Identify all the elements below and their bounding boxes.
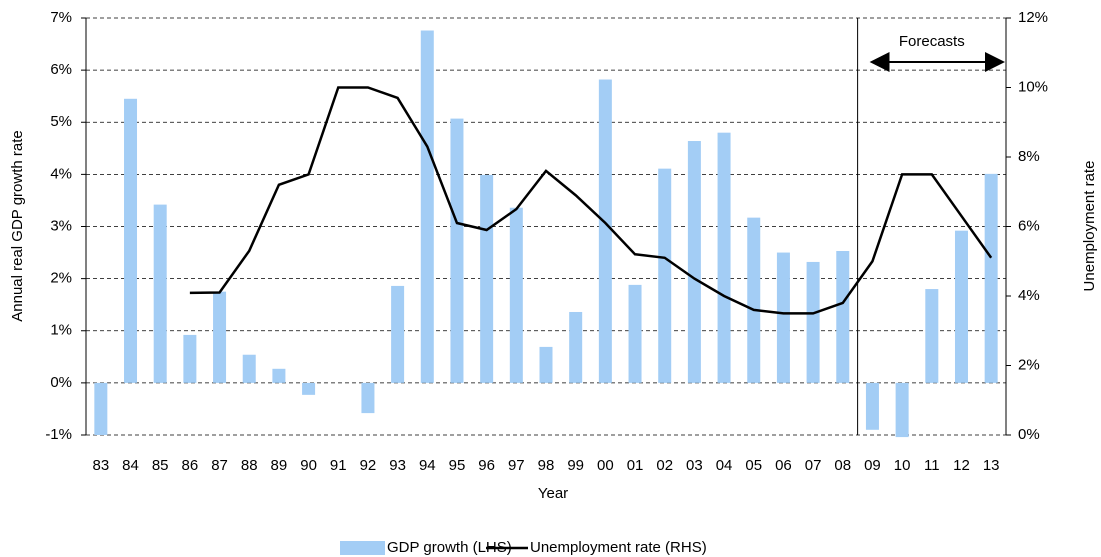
bar	[480, 174, 494, 383]
x-tick-label: 83	[92, 457, 109, 474]
x-tick-label: 06	[775, 457, 792, 474]
y-tick-label: 2%	[50, 270, 72, 287]
x-tick-label: 84	[122, 457, 139, 474]
y2-tick-label: 4%	[1018, 287, 1040, 304]
bar	[272, 368, 286, 383]
y2-tick-label: 10%	[1018, 78, 1048, 95]
y-axis-title: Annual real GDP growth rate	[9, 130, 26, 322]
x-tick-label: 04	[716, 457, 733, 474]
bar	[183, 334, 197, 383]
y-tick-label: -1%	[45, 426, 72, 443]
x-tick-label: 99	[567, 457, 584, 474]
y-tick-label: 7%	[50, 9, 72, 26]
x-tick-label: 88	[241, 457, 258, 474]
bar	[242, 354, 256, 383]
x-tick-label: 10	[894, 457, 911, 474]
forecast-label: Forecasts	[899, 33, 965, 50]
legend-label: Unemployment rate (RHS)	[530, 539, 707, 556]
x-tick-label: 91	[330, 457, 347, 474]
x-tick-label: 13	[983, 457, 1000, 474]
bar	[925, 289, 939, 383]
bar	[124, 98, 138, 383]
y-tick-label: 1%	[50, 322, 72, 339]
y-tick-label: 3%	[50, 217, 72, 234]
y2-tick-label: 2%	[1018, 356, 1040, 373]
x-tick-label: 94	[419, 457, 436, 474]
line	[189, 86, 993, 315]
y2-tick-label: 8%	[1018, 148, 1040, 165]
y-tick-label: 5%	[50, 113, 72, 130]
bar	[776, 252, 790, 383]
x-tick-label: 93	[389, 457, 406, 474]
y2-axis-title: Unemployment rate	[1081, 161, 1098, 292]
y2-tick-label: 6%	[1018, 217, 1040, 234]
x-tick-label: 97	[508, 457, 525, 474]
x-tick-label: 85	[152, 457, 169, 474]
bar	[153, 204, 167, 383]
x-tick-label: 07	[805, 457, 822, 474]
legend-label: GDP growth (LHS)	[387, 539, 512, 556]
bar	[450, 118, 464, 383]
x-tick-label: 05	[745, 457, 762, 474]
bar	[420, 30, 434, 383]
bar	[302, 382, 316, 395]
bar	[717, 132, 731, 383]
x-tick-label: 03	[686, 457, 703, 474]
bar	[598, 79, 612, 383]
x-tick-label: 87	[211, 457, 228, 474]
bar	[954, 230, 968, 383]
y-tick-label: 0%	[50, 374, 72, 391]
x-tick-label: 09	[864, 457, 881, 474]
x-tick-label: 02	[656, 457, 673, 474]
bar	[361, 382, 375, 414]
x-tick-label: 08	[834, 457, 851, 474]
bar	[539, 346, 553, 383]
x-tick-label: 00	[597, 457, 614, 474]
legend-swatch	[340, 541, 385, 555]
y2-tick-label: 12%	[1018, 9, 1048, 26]
bar	[836, 250, 850, 383]
x-tick-label: 92	[360, 457, 377, 474]
x-tick-label: 01	[627, 457, 644, 474]
y-tick-label: 6%	[50, 61, 72, 78]
bar	[687, 141, 701, 383]
bar	[865, 382, 879, 430]
x-tick-label: 86	[182, 457, 199, 474]
bar	[984, 173, 998, 383]
y2-tick-label: 0%	[1018, 426, 1040, 443]
bar	[569, 311, 583, 383]
bar	[658, 168, 672, 383]
x-tick-label: 12	[953, 457, 970, 474]
bar	[747, 217, 761, 383]
bar	[391, 285, 405, 383]
x-axis-title: Year	[538, 485, 568, 502]
bar	[806, 261, 820, 383]
bar	[509, 207, 523, 383]
bar	[213, 291, 227, 383]
x-tick-label: 11	[924, 457, 940, 474]
bar	[94, 382, 108, 435]
bar	[628, 284, 642, 383]
x-tick-label: 90	[300, 457, 317, 474]
x-tick-label: 89	[271, 457, 288, 474]
x-tick-label: 96	[478, 457, 495, 474]
x-tick-label: 98	[538, 457, 555, 474]
y-tick-label: 4%	[50, 165, 72, 182]
bar	[895, 382, 909, 438]
x-tick-label: 95	[449, 457, 466, 474]
